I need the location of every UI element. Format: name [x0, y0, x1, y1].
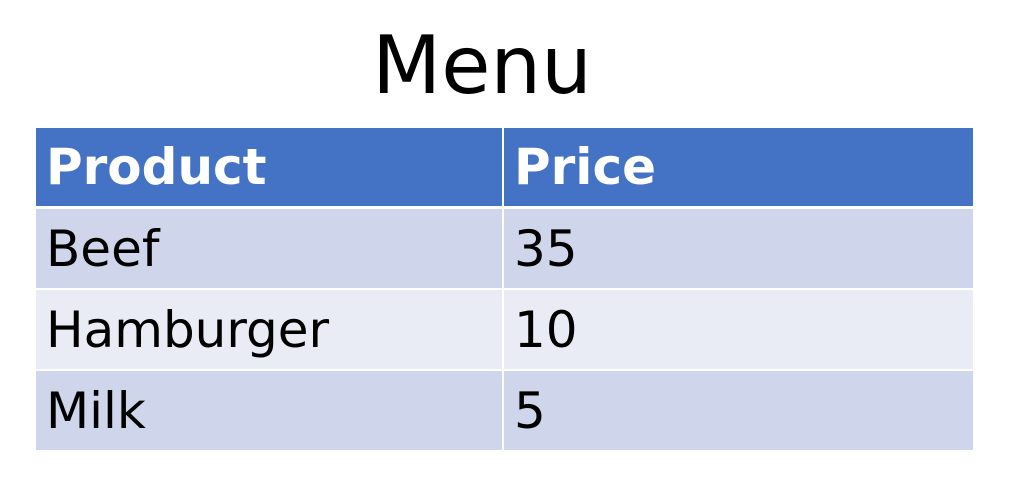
table-row: Hamburger 10 [36, 289, 973, 371]
table-header-row: Product Price [36, 128, 973, 209]
price-cell: 5 [503, 370, 973, 450]
product-cell: Milk [36, 370, 504, 450]
page-title: Menu [372, 19, 592, 112]
column-header-price: Price [503, 128, 973, 209]
table-row: Milk 5 [36, 370, 973, 450]
price-cell: 10 [503, 289, 973, 371]
table-row: Beef 35 [36, 207, 973, 290]
price-cell: 35 [503, 207, 973, 290]
column-header-product: Product [36, 128, 504, 209]
product-cell: Hamburger [36, 289, 504, 371]
menu-table: Product Price Beef 35 Hamburger 10 Milk … [36, 128, 973, 450]
product-cell: Beef [36, 207, 504, 290]
